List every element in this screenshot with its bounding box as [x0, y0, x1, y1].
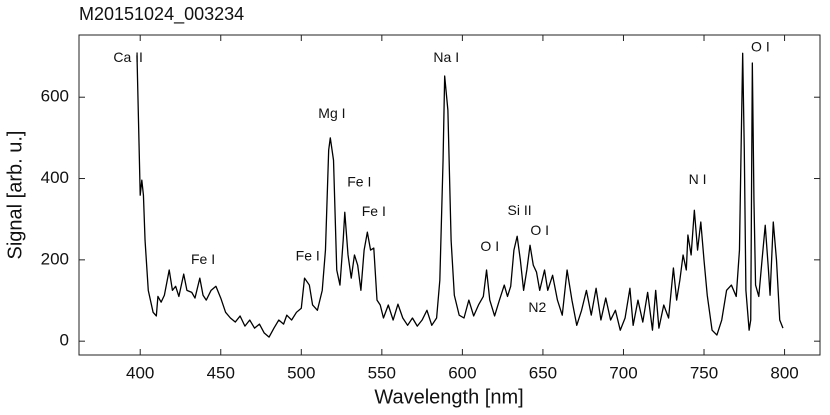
- line-label: Si II: [508, 202, 532, 218]
- line-label: Na I: [433, 49, 459, 65]
- x-tick-label: 800: [770, 363, 798, 382]
- x-tick-label: 450: [207, 363, 235, 382]
- x-tick-label: 600: [448, 363, 476, 382]
- y-tick-label: 400: [41, 168, 69, 187]
- x-tick-label: 500: [287, 363, 315, 382]
- x-tick-label: 650: [529, 363, 557, 382]
- y-axis-label: Signal [arb. u.]: [4, 131, 26, 260]
- x-tick-label: 750: [690, 363, 718, 382]
- line-label: Fe I: [362, 203, 386, 219]
- y-tick-label: 200: [41, 249, 69, 268]
- line-label: Fe I: [347, 174, 371, 190]
- line-label: N I: [689, 171, 707, 187]
- line-label: O I: [530, 222, 549, 238]
- line-label: O I: [751, 39, 770, 55]
- x-tick-label: 700: [609, 363, 637, 382]
- line-label: Fe I: [296, 248, 320, 264]
- line-label: Fe I: [191, 251, 215, 267]
- plot-frame: [78, 34, 821, 356]
- line-label: Ca II: [113, 49, 143, 65]
- chart-title: M20151024_003234: [79, 4, 244, 25]
- line-label: N2: [528, 299, 546, 315]
- y-tick-label: 0: [60, 331, 69, 350]
- x-tick-label: 400: [126, 363, 154, 382]
- x-tick-label: 550: [368, 363, 396, 382]
- spectrum-line: [136, 52, 784, 338]
- x-axis-label: Wavelength [nm]: [374, 386, 523, 408]
- y-tick-label: 600: [41, 87, 69, 106]
- line-label: Mg I: [318, 105, 345, 121]
- line-label: O I: [480, 238, 499, 254]
